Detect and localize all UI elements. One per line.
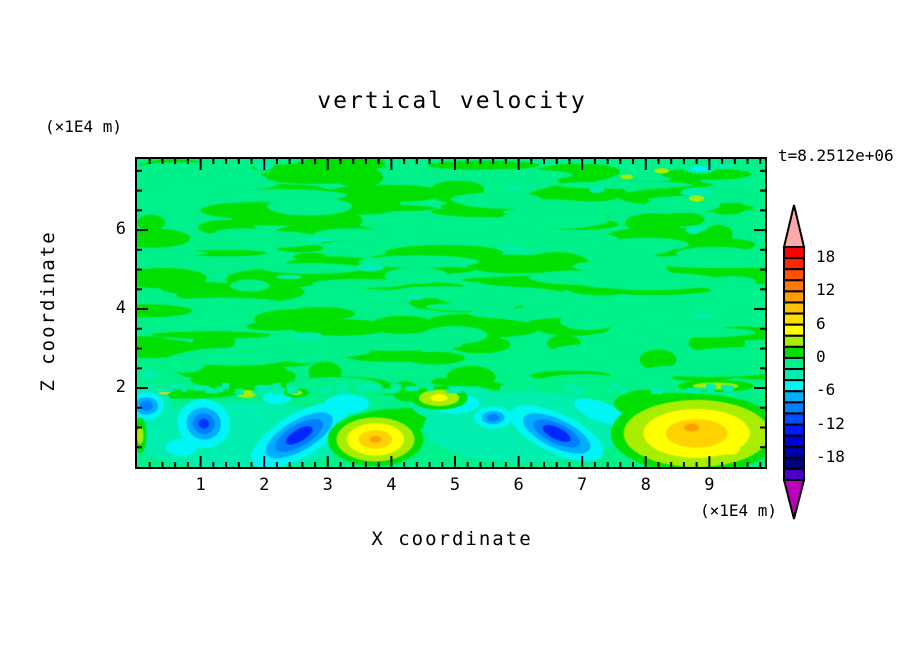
colorbar-band	[783, 268, 805, 282]
colorbar-label: -12	[816, 413, 845, 433]
colorbar-band	[783, 412, 805, 426]
contour-field	[137, 159, 765, 467]
x-tick-label: 4	[386, 475, 397, 495]
colorbar-band	[783, 379, 805, 393]
colorbar-band	[783, 401, 805, 415]
x-axis-unit-label: (×1E4 m)	[699, 501, 777, 520]
colorbar-band	[783, 345, 805, 359]
plot-title: vertical velocity	[317, 88, 587, 114]
axis-ticks	[137, 159, 765, 467]
colorbar-band	[783, 368, 805, 382]
plot-area	[135, 157, 767, 469]
colorbar-band	[783, 301, 805, 315]
x-tick-label: 7	[577, 475, 588, 495]
colorbar-label: 12	[816, 280, 836, 300]
colorbar-arrow	[782, 479, 806, 520]
colorbar-band	[783, 323, 805, 337]
x-tick-label: 6	[513, 475, 524, 495]
x-axis-title: X coordinate	[371, 528, 533, 550]
colorbar-band	[783, 467, 805, 481]
x-tick-label: 5	[449, 475, 461, 495]
x-tick-label: 1	[195, 475, 206, 495]
x-tick-labels: 1 2 3 4 5 6 7 8 9	[0, 475, 904, 499]
timestamp-label: t=8.2512e+06	[778, 146, 894, 165]
colorbar-label: 0	[816, 346, 826, 366]
colorbar-band	[783, 246, 805, 260]
colorbar-band	[783, 334, 805, 348]
colorbar-band	[783, 456, 805, 470]
colorbar-band	[783, 423, 805, 437]
colorbar-band	[783, 445, 805, 459]
colorbar-band	[783, 290, 805, 304]
x-tick-label: 9	[704, 475, 715, 495]
z-tick-label: 4	[115, 298, 126, 319]
z-tick-label: 6	[115, 219, 126, 240]
z-axis-unit-label: (×1E4 m)	[45, 117, 123, 136]
x-tick-label: 2	[259, 475, 270, 495]
x-tick-label: 3	[322, 475, 333, 495]
colorbar-band	[783, 434, 805, 448]
colorbar-label: -6	[816, 380, 836, 400]
colorbar-label: 6	[816, 313, 826, 333]
colorbar-band	[783, 257, 805, 271]
colorbar	[782, 204, 806, 520]
colorbar-label: 18	[816, 247, 836, 267]
colorbar-arrow	[782, 204, 806, 248]
colorbar-band	[783, 279, 805, 293]
x-tick-label: 8	[640, 475, 651, 495]
z-tick-label: 2	[115, 377, 126, 398]
colorbar-band	[783, 390, 805, 404]
colorbar-band	[783, 356, 805, 371]
colorbar-band	[783, 312, 805, 326]
z-axis-title: Z coordinate	[37, 230, 59, 392]
colorbar-label: -18	[816, 446, 845, 466]
